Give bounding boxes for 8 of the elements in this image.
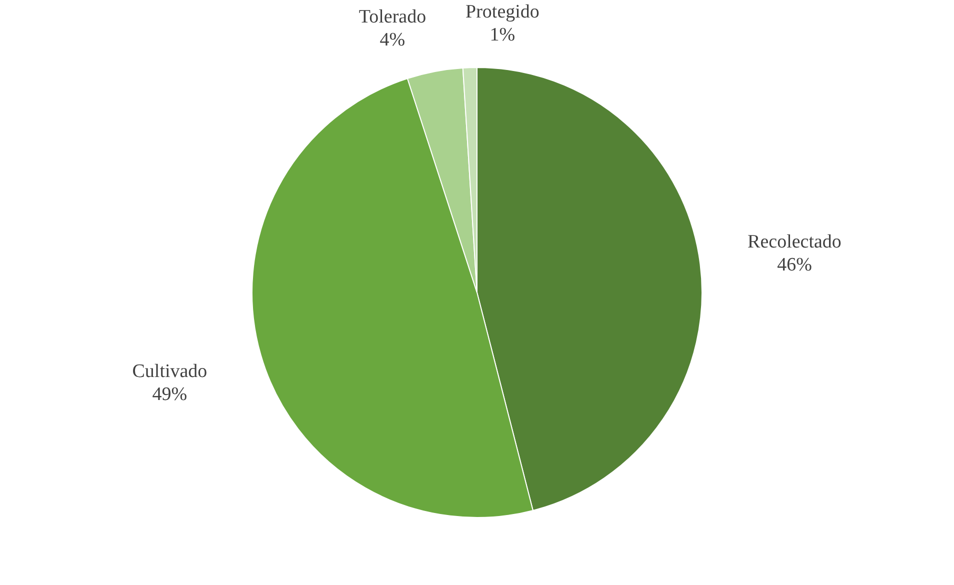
slice-label: Recolectado bbox=[748, 231, 842, 252]
slice-label: Protegido bbox=[466, 2, 540, 23]
data-label: 1% bbox=[490, 24, 516, 46]
slice-label: Tolerado bbox=[358, 6, 426, 28]
slice-label: Cultivado bbox=[132, 360, 208, 382]
data-label: 46% bbox=[777, 254, 812, 276]
data-label: 4% bbox=[380, 29, 406, 50]
data-label: 49% bbox=[152, 384, 188, 405]
